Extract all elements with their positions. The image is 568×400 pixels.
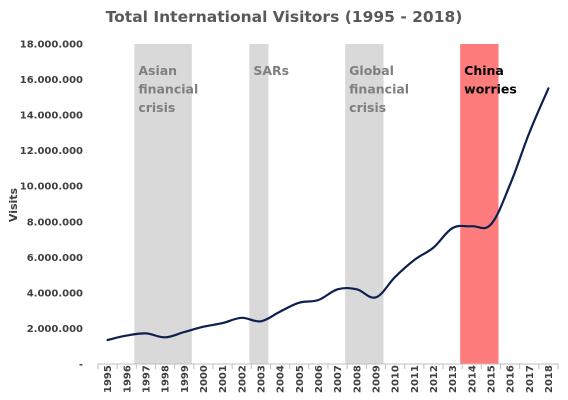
data-point-2002	[239, 315, 244, 320]
x-tick-label-1996: 1996	[122, 365, 133, 393]
data-point-2017	[527, 130, 532, 135]
x-tick-label-2016: 2016	[506, 365, 517, 393]
data-point-2012	[431, 245, 436, 250]
band-label-3-line-1: worries	[464, 82, 517, 97]
data-point-2014	[469, 224, 474, 229]
band-label-0-line-1: financial	[138, 82, 198, 97]
data-point-2009	[373, 295, 378, 300]
y-tick-label-4: 8.000.000	[27, 217, 83, 228]
data-point-2007	[335, 287, 340, 292]
band-label-1-line-0: SARs	[253, 63, 289, 78]
data-point-2006	[316, 298, 321, 303]
data-point-1995	[105, 338, 110, 343]
event-bands	[134, 44, 499, 364]
y-axis-label: Visits	[7, 187, 20, 222]
x-tick-label-2013: 2013	[448, 365, 459, 393]
x-tick-label-1998: 1998	[161, 365, 172, 393]
x-tick-label-2001: 2001	[218, 365, 229, 393]
x-axis: 1995 1996 1997 1998 1999 2000 2001 2002 2003 2004…	[97, 363, 559, 393]
x-tick-label-2006: 2006	[314, 365, 325, 393]
data-point-2005	[297, 300, 302, 305]
x-tick-label-2007: 2007	[333, 365, 344, 393]
y-tick-label-7: 14.000.000	[20, 111, 83, 122]
data-point-2010	[393, 274, 398, 279]
band-label-0-line-0: Asian	[138, 63, 177, 78]
x-tick-label-2010: 2010	[391, 365, 402, 393]
series-line-0	[106, 87, 550, 342]
data-point-2015	[488, 222, 493, 227]
y-tick-label-3: 6.000.000	[27, 253, 83, 264]
data-point-1997	[143, 331, 148, 336]
event-band-0	[134, 44, 192, 364]
y-tick-label-8: 16.000.000	[20, 75, 83, 86]
series-layer	[105, 86, 551, 343]
band-label-2-line-2: crisis	[349, 100, 386, 115]
x-tick-label-2018: 2018	[544, 365, 555, 393]
data-point-2013	[450, 226, 455, 231]
band-label-2-line-1: financial	[349, 82, 409, 97]
data-point-2008	[354, 287, 359, 292]
data-point-2003	[258, 319, 263, 324]
band-annotations: Asian financial crisis SARs Global financial c…	[138, 63, 517, 115]
x-tick-label-2015: 2015	[486, 365, 497, 393]
data-point-2016	[508, 182, 513, 187]
x-tick-label-2012: 2012	[429, 365, 440, 393]
x-tick-label-1999: 1999	[180, 365, 191, 393]
x-tick-label-2014: 2014	[467, 365, 478, 393]
x-tick-label-2003: 2003	[256, 365, 267, 393]
event-band-1	[249, 44, 269, 364]
band-label-0-line-2: crisis	[138, 100, 175, 115]
x-tick-label-2009: 2009	[371, 365, 382, 393]
y-tick-label-0: -	[79, 360, 83, 371]
x-tick-label-2008: 2008	[352, 365, 363, 393]
x-tick-label-2005: 2005	[295, 365, 306, 393]
data-point-2004	[278, 309, 283, 314]
y-tick-label-2: 4.000.000	[27, 288, 83, 299]
data-point-1996	[124, 333, 129, 338]
data-point-1998	[163, 335, 168, 340]
y-axis-ticks: - 2.000.000 4.000.000 6.000.000 8.000.000 10.…	[20, 40, 83, 371]
event-band-3	[460, 44, 499, 364]
data-point-2011	[412, 258, 417, 263]
data-point-1999	[182, 330, 187, 335]
y-tick-label-9: 18.000.000	[20, 40, 83, 51]
event-band-2	[345, 44, 384, 364]
data-point-2018	[546, 86, 551, 91]
chart-title: Total International Visitors (1995 - 201…	[106, 8, 463, 26]
band-label-3-line-0: China	[464, 63, 504, 78]
data-point-2000	[201, 324, 206, 329]
x-tick-label-2002: 2002	[237, 365, 248, 393]
x-tick-label-1997: 1997	[141, 365, 152, 393]
y-tick-label-5: 10.000.000	[20, 182, 83, 193]
y-tick-label-6: 12.000.000	[20, 146, 83, 157]
data-point-2001	[220, 321, 225, 326]
y-tick-label-1: 2.000.000	[27, 324, 83, 335]
band-label-2-line-0: Global	[349, 63, 394, 78]
x-tick-label-2000: 2000	[199, 365, 210, 393]
x-tick-label-2017: 2017	[525, 365, 536, 393]
x-tick-label-1995: 1995	[103, 365, 114, 393]
x-tick-label-2004: 2004	[276, 365, 287, 393]
x-tick-label-2011: 2011	[410, 365, 421, 393]
